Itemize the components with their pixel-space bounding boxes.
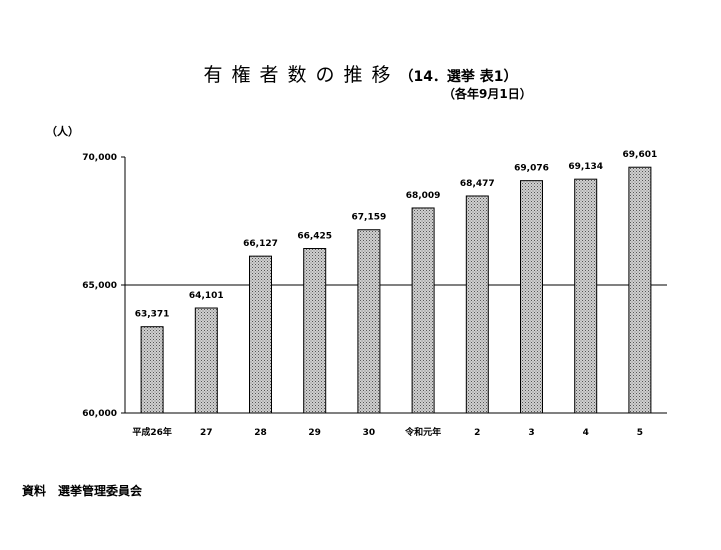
chart-subtitle: （各年9月1日） [443,87,532,101]
data-label: 68,477 [460,179,495,189]
y-axis-unit-label: （人） [46,125,79,138]
source-note: 資料 選挙管理委員会 [22,484,143,498]
bar [357,229,381,414]
chart-title: 有権者数の推移（14．選挙 表1） [0,60,721,87]
x-tick-label: 4 [583,428,589,438]
y-tick-label: 65,000 [82,281,117,291]
bar [194,307,218,414]
chart-title-main: 有権者数の推移 [203,64,400,86]
x-tick-label: 5 [637,428,643,438]
x-tick-label: 27 [200,428,213,438]
bar [140,326,164,414]
chart-title-paren: （14．選挙 表1） [399,69,518,85]
bar-chart: 63,371 平成26年 64,101 27 66,127 28 66,425 29 67,15… [82,150,667,438]
data-label: 69,601 [623,150,658,160]
x-tick-label: 28 [254,428,267,438]
bar [303,248,327,414]
data-label: 63,371 [135,310,170,320]
x-tick-label: 3 [528,428,534,438]
bar [465,195,489,414]
bar [411,207,435,414]
data-label: 66,425 [297,232,332,242]
data-label: 66,127 [243,239,278,249]
data-label: 68,009 [406,191,441,201]
x-tick-label: 29 [308,428,321,438]
x-tick-label: 30 [363,428,376,438]
bar [249,255,272,414]
x-tick-label: 平成26年 [132,426,172,438]
bar [628,166,652,414]
bar [520,180,543,414]
data-label: 67,159 [352,213,387,223]
bar [574,178,598,414]
y-tick-label: 70,000 [82,153,117,163]
y-tick-label: 60,000 [82,409,117,419]
x-tick-label: 2 [474,428,480,438]
data-label: 69,134 [568,162,603,172]
x-tick-label: 令和元年 [404,426,441,438]
data-label: 69,076 [514,164,549,174]
data-label: 64,101 [189,291,224,301]
